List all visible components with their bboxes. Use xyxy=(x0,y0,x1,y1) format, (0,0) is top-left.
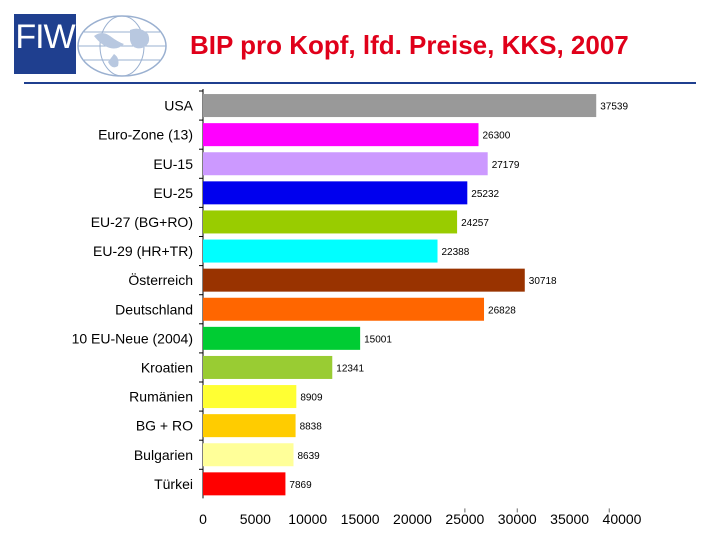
category-label: BG + RO xyxy=(136,418,193,434)
category-label: Österreich xyxy=(128,271,193,288)
logo-text: FIW xyxy=(15,18,75,56)
value-label: 26828 xyxy=(488,305,516,316)
value-label: 26300 xyxy=(482,131,510,142)
bar xyxy=(203,472,286,496)
value-label: 7869 xyxy=(289,480,312,491)
bar xyxy=(203,414,296,438)
value-label: 8639 xyxy=(297,451,320,462)
value-label: 25232 xyxy=(471,189,499,200)
category-label: Rumänien xyxy=(129,389,193,405)
category-label: USA xyxy=(164,98,193,114)
category-label: Bulgarien xyxy=(134,447,193,463)
value-label: 8838 xyxy=(300,422,323,433)
value-label: 15001 xyxy=(364,334,392,345)
bar xyxy=(203,123,479,147)
x-tick-label: 30000 xyxy=(498,511,537,527)
value-label: 30718 xyxy=(529,276,557,287)
category-label: EU-25 xyxy=(153,185,193,201)
category-label: EU-15 xyxy=(153,156,193,172)
category-label: Euro-Zone (13) xyxy=(98,127,193,143)
category-label: 10 EU-Neue (2004) xyxy=(72,330,193,346)
category-label: Türkei xyxy=(154,476,193,492)
x-tick-label: 15000 xyxy=(341,511,380,527)
x-tick-label: 10000 xyxy=(288,511,327,527)
x-tick-label: 0 xyxy=(199,511,207,527)
bar xyxy=(203,94,597,118)
bar xyxy=(203,239,438,263)
globe-icon xyxy=(77,15,167,77)
chart-title: BIP pro Kopf, lfd. Preise, KKS, 2007 xyxy=(190,30,629,60)
bar xyxy=(203,181,468,205)
x-tick-label: 20000 xyxy=(393,511,432,527)
value-label: 27179 xyxy=(492,160,520,171)
category-label: EU-27 (BG+RO) xyxy=(91,214,193,230)
x-tick-label: 35000 xyxy=(550,511,589,527)
bar xyxy=(203,443,294,467)
category-label: EU-29 (HR+TR) xyxy=(93,243,193,259)
x-tick-label: 25000 xyxy=(445,511,484,527)
logo-box xyxy=(14,14,76,74)
bar xyxy=(203,326,361,350)
category-label: Deutschland xyxy=(115,301,193,317)
category-label: Kroatien xyxy=(141,359,193,375)
bar xyxy=(203,297,485,321)
header-divider xyxy=(24,82,696,84)
value-label: 24257 xyxy=(461,218,489,229)
bar xyxy=(203,385,297,409)
bar xyxy=(203,268,525,292)
bar xyxy=(203,152,488,176)
bar xyxy=(203,210,458,234)
x-tick-label: 40000 xyxy=(603,511,642,527)
x-tick-label: 5000 xyxy=(240,511,271,527)
value-label: 8909 xyxy=(300,393,323,404)
value-label: 12341 xyxy=(336,363,364,374)
bar xyxy=(203,355,333,379)
value-label: 37539 xyxy=(600,102,628,113)
value-label: 22388 xyxy=(442,247,470,258)
